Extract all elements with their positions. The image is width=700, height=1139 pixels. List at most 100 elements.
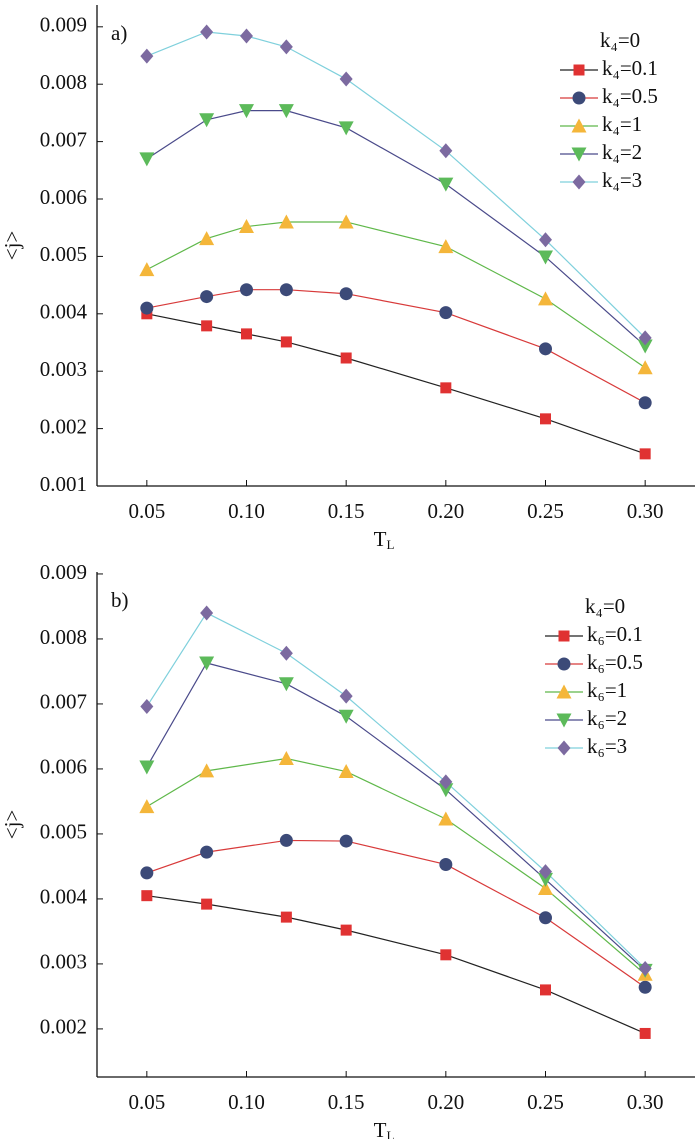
series-line (146, 895, 646, 1034)
series-line (146, 313, 646, 455)
marker (638, 980, 652, 994)
y-tick-label: 0.001 (40, 472, 87, 496)
marker (340, 924, 352, 936)
marker (140, 48, 154, 64)
marker (539, 864, 552, 880)
marker (139, 799, 155, 814)
y-axis-label: <j> (0, 231, 24, 261)
legend-label: k₄=1 (602, 112, 642, 136)
legend-marker (556, 684, 572, 699)
marker (637, 339, 653, 354)
legend-label: k₆=0.1 (587, 622, 643, 646)
marker (200, 24, 214, 40)
marker (538, 250, 553, 265)
marker (240, 283, 253, 297)
y-tick-label: 0.007 (40, 127, 87, 151)
series-line (146, 289, 646, 404)
marker (340, 352, 352, 364)
x-label-sub: L (386, 1128, 394, 1139)
marker (439, 857, 453, 871)
marker (140, 301, 154, 315)
marker (199, 763, 215, 778)
legend-label: k₆=1 (587, 678, 627, 702)
marker (339, 688, 353, 704)
marker (338, 214, 354, 229)
marker (278, 751, 294, 766)
marker (279, 39, 293, 55)
y-tick-label: 0.002 (40, 1015, 87, 1039)
marker (279, 833, 293, 847)
x-label-main: T (374, 527, 387, 551)
marker (200, 845, 214, 859)
marker (199, 231, 215, 246)
marker (438, 783, 454, 798)
x-axis-label: TL (374, 1118, 395, 1139)
marker (538, 872, 553, 887)
legend-title: k₄=0 (600, 28, 640, 52)
marker (200, 290, 214, 304)
legend-marker (572, 91, 586, 105)
marker (201, 898, 213, 910)
series-line (146, 31, 646, 339)
marker (141, 890, 153, 902)
y-tick-label: 0.002 (40, 414, 87, 438)
marker (538, 881, 553, 896)
marker (140, 699, 154, 715)
marker (201, 320, 213, 332)
marker (639, 1027, 651, 1039)
legend-label: k₆=0.5 (587, 650, 643, 674)
legend-marker (571, 118, 587, 133)
marker (280, 336, 292, 348)
marker (539, 232, 552, 248)
x-tick-label: 0.05 (128, 1090, 165, 1114)
y-tick-label: 0.007 (40, 690, 87, 714)
marker (139, 760, 155, 775)
legend-title: k₄=0 (585, 594, 625, 618)
legend-marker (558, 630, 570, 642)
marker (200, 605, 214, 621)
marker (338, 121, 354, 136)
marker (438, 177, 454, 192)
marker (278, 677, 294, 692)
y-tick-label: 0.006 (40, 755, 87, 779)
marker (339, 287, 353, 301)
series-line (146, 221, 646, 369)
legend-marker (573, 64, 585, 76)
panel-label: a) (111, 21, 127, 45)
marker (239, 219, 254, 234)
marker (538, 291, 553, 306)
series-line (146, 839, 646, 988)
panel-label: b) (111, 588, 129, 612)
marker (638, 396, 652, 410)
x-tick-label: 0.05 (128, 499, 165, 523)
legend-marker (556, 713, 572, 728)
x-tick-label: 0.15 (328, 1090, 365, 1114)
x-tick-label: 0.30 (627, 1090, 664, 1114)
marker (240, 28, 253, 44)
y-tick-label: 0.008 (40, 70, 87, 94)
marker (279, 283, 293, 297)
legend-marker (557, 740, 571, 756)
marker (339, 71, 353, 87)
x-tick-label: 0.25 (527, 499, 564, 523)
marker (239, 104, 254, 119)
marker (439, 774, 453, 790)
marker (438, 239, 454, 254)
marker (280, 911, 292, 923)
legend-marker (572, 174, 586, 190)
y-tick-label: 0.004 (40, 300, 88, 324)
marker (638, 330, 652, 346)
marker (241, 328, 252, 340)
x-tick-label: 0.10 (228, 1090, 265, 1114)
marker (140, 866, 154, 880)
marker (639, 448, 651, 460)
marker (199, 656, 215, 671)
x-tick-label: 0.20 (427, 1090, 464, 1114)
marker (540, 413, 551, 425)
legend-label: k₄=0.5 (602, 84, 658, 108)
legend-label: k₆=2 (587, 706, 627, 730)
marker (338, 709, 354, 724)
marker (439, 143, 453, 159)
x-tick-label: 0.20 (427, 499, 464, 523)
